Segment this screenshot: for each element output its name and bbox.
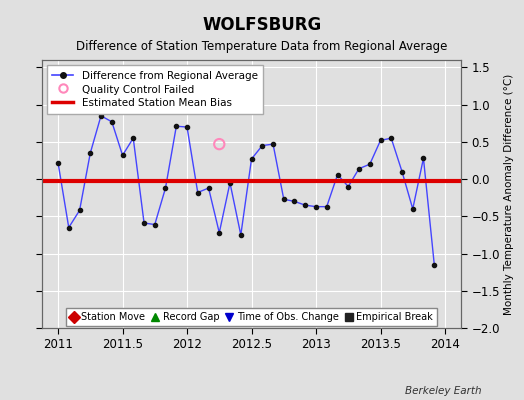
Y-axis label: Monthly Temperature Anomaly Difference (°C): Monthly Temperature Anomaly Difference (… (504, 73, 514, 315)
Text: Berkeley Earth: Berkeley Earth (406, 386, 482, 396)
Text: Difference of Station Temperature Data from Regional Average: Difference of Station Temperature Data f… (77, 40, 447, 53)
Legend: Station Move, Record Gap, Time of Obs. Change, Empirical Break: Station Move, Record Gap, Time of Obs. C… (66, 308, 437, 326)
Text: WOLFSBURG: WOLFSBURG (202, 16, 322, 34)
Point (215, 141, 223, 147)
